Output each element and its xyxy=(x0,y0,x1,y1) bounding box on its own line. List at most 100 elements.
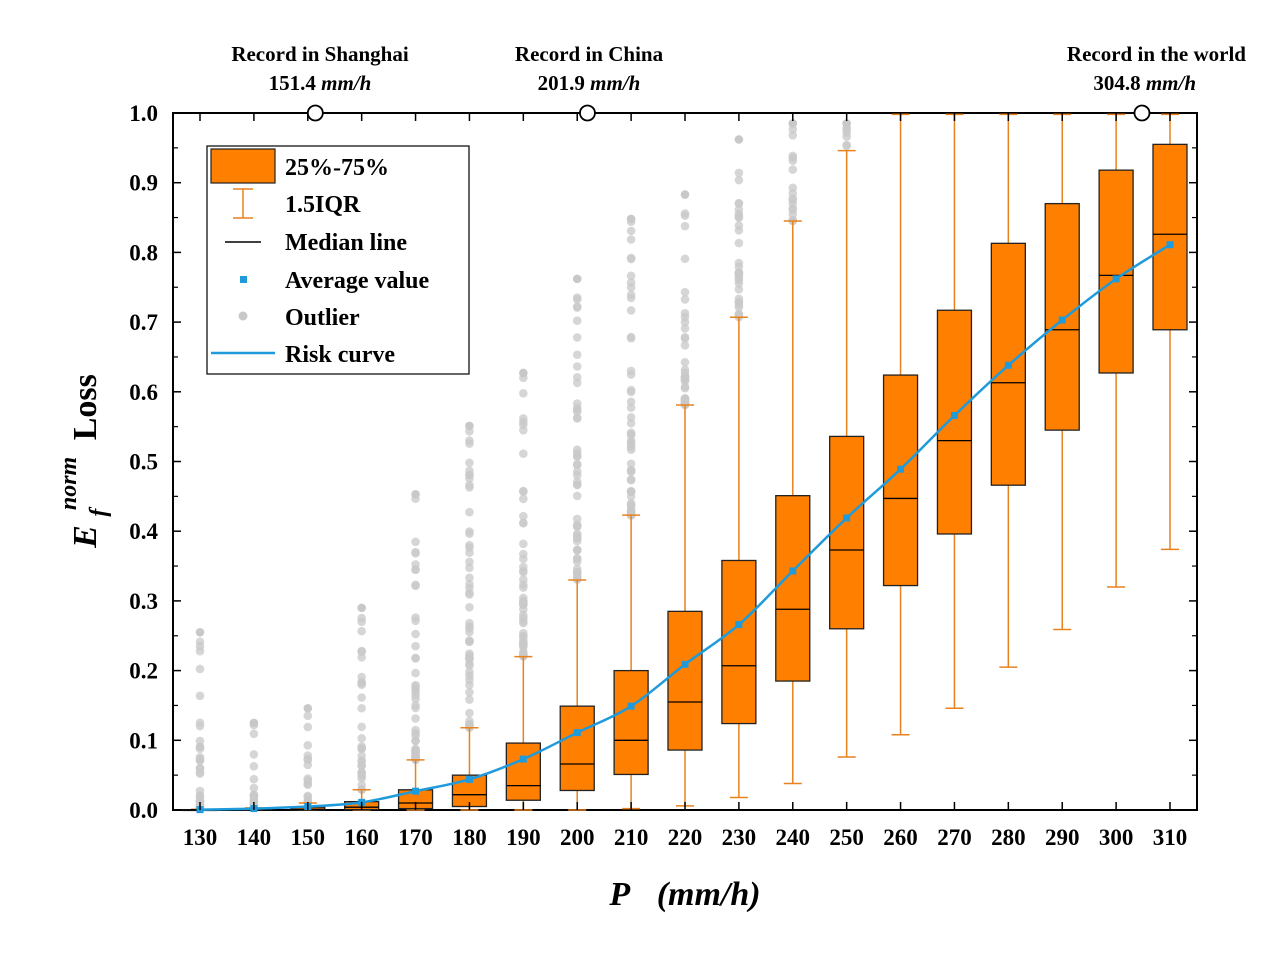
mean-marker-180 xyxy=(465,775,473,783)
legend-label-median: Median line xyxy=(285,230,407,256)
outlier-point xyxy=(465,590,474,599)
outlier-point xyxy=(626,366,636,376)
box-230 xyxy=(721,316,757,799)
outlier-point xyxy=(572,480,582,490)
annotation-value: 151.4 mm/h xyxy=(269,71,372,95)
outlier-point xyxy=(680,317,690,327)
box-240 xyxy=(775,220,811,785)
annotation-title: Record in China xyxy=(515,42,664,66)
outlier-group-200 xyxy=(572,274,582,584)
outlier-group-210 xyxy=(626,214,636,520)
x-tick-label: 190 xyxy=(506,825,541,850)
annotation-value: 304.8 mm/h xyxy=(1093,71,1196,95)
y-tick-label: 0.4 xyxy=(129,519,158,544)
x-tick-label: 160 xyxy=(344,825,379,850)
outlier-point xyxy=(519,486,528,496)
outlier-point xyxy=(734,199,744,208)
outlier-point xyxy=(519,539,528,549)
outlier-point xyxy=(680,190,690,199)
outlier-point xyxy=(788,119,798,128)
outlier-point xyxy=(357,722,366,732)
y-tick-label: 0.5 xyxy=(129,450,158,475)
outlier-point xyxy=(626,306,636,315)
legend-label-whisker: 1.5IQR xyxy=(285,192,361,218)
x-tick-label: 260 xyxy=(883,825,918,850)
outlier-point xyxy=(519,511,528,521)
outlier-point xyxy=(626,278,636,287)
outlier-point xyxy=(519,641,528,651)
outlier-point xyxy=(465,667,474,677)
outlier-point xyxy=(572,460,582,470)
mean-marker-300 xyxy=(1112,275,1120,283)
mean-marker-190 xyxy=(519,755,527,763)
x-tick-label: 280 xyxy=(991,825,1026,850)
outlier-point xyxy=(572,378,582,388)
outlier-point xyxy=(572,350,582,360)
y-axis-ticks: 0.0 0.1 0.2 0.3 0.4 0.5 0.6 0.7 0.8 0.9 1.0 xyxy=(129,101,1197,823)
outlier-point xyxy=(249,783,259,793)
outlier-point xyxy=(465,636,474,645)
mean-marker-210 xyxy=(627,702,635,710)
outlier-point xyxy=(357,703,366,713)
outlier-point xyxy=(519,368,528,378)
outlier-point xyxy=(626,385,636,395)
outlier-point xyxy=(249,718,259,728)
box-iqr xyxy=(559,705,595,792)
outlier-point xyxy=(357,626,366,636)
outlier-point xyxy=(680,295,690,304)
outlier-point xyxy=(195,641,205,651)
outlier-point xyxy=(572,303,582,312)
outlier-point xyxy=(249,774,259,784)
outlier-point xyxy=(626,429,636,439)
outlier-points xyxy=(195,119,851,813)
x-axis-ticks: 130 140 150 160 170 180 190 200 210 220 230 240 250 2… xyxy=(183,113,1187,850)
outlier-point xyxy=(249,750,259,759)
mean-marker-240 xyxy=(789,567,797,575)
outlier-point xyxy=(411,581,420,591)
y-tick-label: 0.7 xyxy=(129,310,158,335)
box-270 xyxy=(936,113,973,709)
outlier-point xyxy=(626,466,636,476)
outlier-point xyxy=(195,718,205,728)
outlier-point xyxy=(572,491,582,501)
x-tick-label: 150 xyxy=(291,825,326,850)
legend-swatch-outlier xyxy=(238,311,248,321)
outlier-point xyxy=(465,480,474,490)
outlier-point xyxy=(357,617,366,627)
box-260 xyxy=(882,113,919,736)
outlier-point xyxy=(626,492,636,501)
outlier-point xyxy=(788,183,798,193)
outlier-point xyxy=(734,221,744,230)
outlier-point xyxy=(680,254,690,264)
outlier-point xyxy=(195,767,205,777)
outlier-point xyxy=(519,554,528,564)
outlier-point xyxy=(411,616,420,626)
outlier-point xyxy=(303,703,313,713)
x-tick-label: 250 xyxy=(829,825,864,850)
annotation-value-number: 151.4 xyxy=(269,71,322,95)
outlier-point xyxy=(249,729,259,739)
outlier-point xyxy=(572,295,582,304)
outlier-point xyxy=(734,262,744,272)
outlier-point xyxy=(680,211,690,220)
annotation-value-unit: mm/h xyxy=(590,71,640,95)
outlier-point xyxy=(465,688,474,697)
outlier-point xyxy=(411,701,420,710)
annotation-value: 201.9 mm/h xyxy=(538,71,641,95)
x-tick-label: 200 xyxy=(560,825,595,850)
outlier-point xyxy=(303,722,313,732)
box-190 xyxy=(505,655,541,811)
legend-label-outlier: Outlier xyxy=(285,305,360,331)
outlier-point xyxy=(249,790,259,800)
outlier-point xyxy=(680,334,690,343)
outlier-point xyxy=(572,451,582,461)
box-iqr xyxy=(667,610,703,751)
outlier-point xyxy=(465,708,474,718)
legend-swatch-mean xyxy=(240,276,247,283)
box-200 xyxy=(559,579,595,811)
x-tick-label: 130 xyxy=(183,825,218,850)
outlier-point xyxy=(734,175,744,185)
outlier-point xyxy=(626,445,636,454)
outlier-group-230 xyxy=(734,135,744,322)
annotation-value-number: 201.9 xyxy=(538,71,591,95)
